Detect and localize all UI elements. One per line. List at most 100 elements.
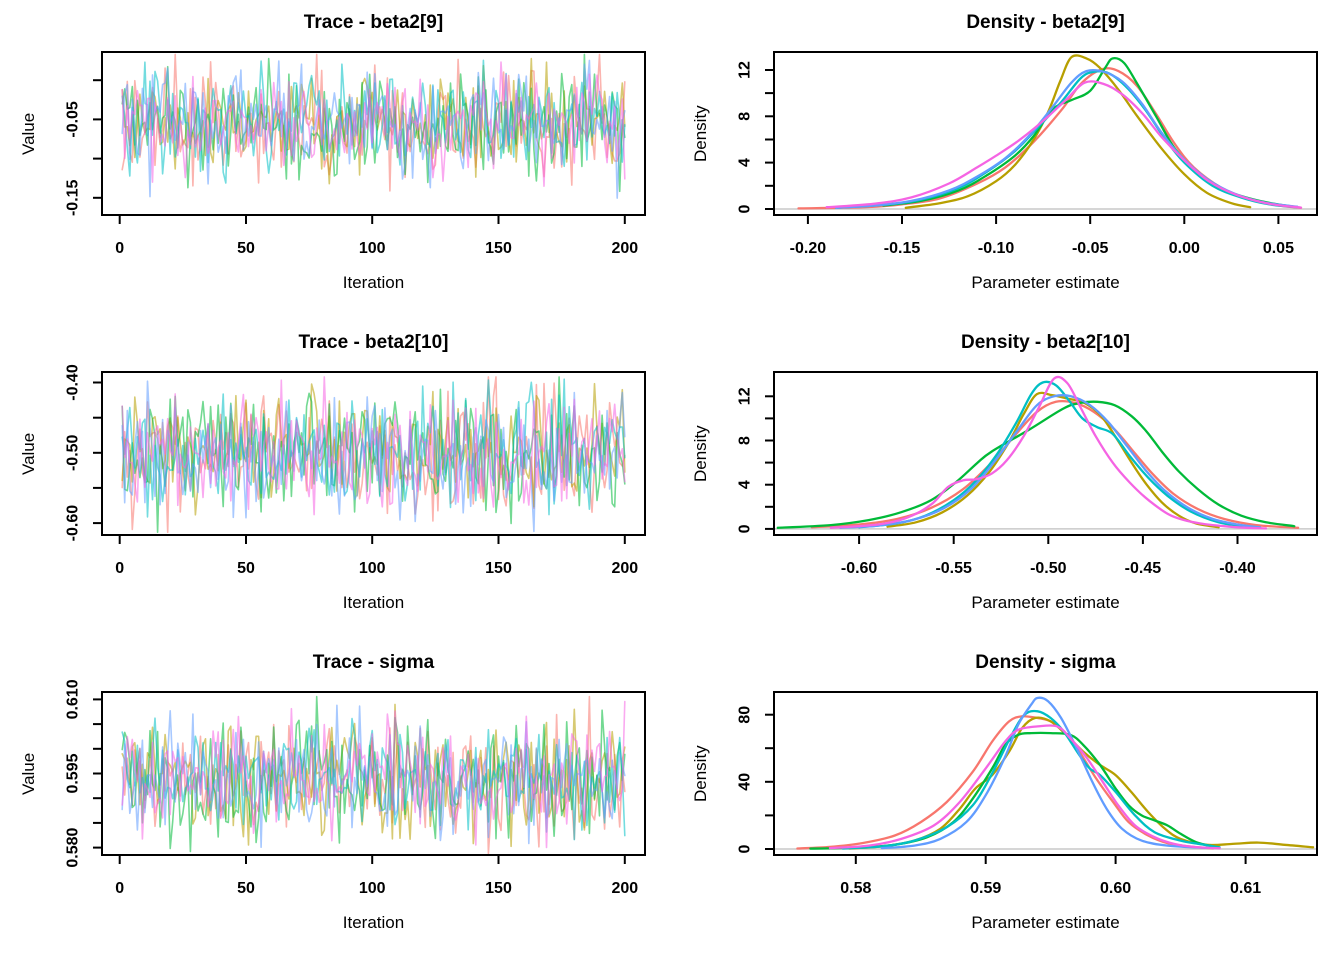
x-tick-label: 0 <box>115 560 124 577</box>
x-tick-label: 0.60 <box>1100 880 1131 897</box>
density-curve-chain-4 <box>834 69 1299 209</box>
plot-title: Trace - beta2[9] <box>303 12 444 33</box>
plot-box <box>773 691 1318 856</box>
y-tick-label: 4 <box>737 158 754 167</box>
density-curve-chain-6 <box>828 724 1221 850</box>
x-tick-label: -0.55 <box>935 560 972 577</box>
x-tick-label: -0.10 <box>978 240 1015 257</box>
plot-title: Trace - beta2[10] <box>298 332 449 353</box>
x-tick-label: -0.05 <box>1072 240 1109 257</box>
y-tick-label: 0.595 <box>65 753 82 793</box>
trace-line-chain-5 <box>121 380 626 533</box>
y-tick-label: -0.05 <box>65 101 82 138</box>
trace-plot-canvas: 0 50 100 150 200 0.610 0.595 0.580 <box>65 679 646 897</box>
y-tick-label: 0 <box>737 524 754 533</box>
x-tick-label: 200 <box>611 880 638 897</box>
x-tick-label: 0.58 <box>840 880 871 897</box>
x-tick-label: 50 <box>237 880 255 897</box>
y-tick-label: 12 <box>737 387 754 405</box>
y-tick-label: 4 <box>737 480 754 489</box>
x-axis-label: Iteration <box>342 913 405 932</box>
x-tick-label: 0.61 <box>1230 880 1261 897</box>
density-curve-chain-4 <box>857 380 1249 529</box>
y-tick-label: -0.40 <box>65 364 82 401</box>
trace-line-chain-5 <box>121 59 626 199</box>
x-tick-label: 100 <box>359 560 386 577</box>
y-tick-label: 40 <box>737 773 754 791</box>
x-axis-label: Iteration <box>342 273 405 292</box>
y-tick-label: 80 <box>737 706 754 724</box>
x-tick-label: 0.00 <box>1169 240 1200 257</box>
density-curve-chain-5 <box>834 68 1299 209</box>
x-tick-label: 50 <box>237 240 255 257</box>
trace-line-chain-6 <box>121 61 626 187</box>
y-tick-label: -0.60 <box>65 505 82 542</box>
trace-line-chain-6 <box>121 376 626 516</box>
panel-density-beta2-10: Density - beta2[10] Density -0.60 -0.55 -0… <box>672 320 1344 640</box>
density-curve-chain-2 <box>848 716 1315 850</box>
plot-box <box>101 691 646 856</box>
y-tick-label: -0.15 <box>65 179 82 216</box>
plot-title: Density - sigma <box>975 652 1116 673</box>
x-tick-label: 200 <box>611 560 638 577</box>
trace-line-chain-6 <box>121 700 626 849</box>
density-plot-canvas: -0.20 -0.15 -0.10 -0.05 0.00 0.05 0 4 8 12 <box>737 51 1318 257</box>
density-curve-chain-2 <box>904 54 1252 209</box>
trace-lines-group <box>121 695 626 855</box>
x-tick-label: -0.20 <box>790 240 827 257</box>
trace-lines-group <box>121 376 626 533</box>
density-curves-group <box>774 696 1317 850</box>
plot-box <box>773 371 1318 536</box>
y-tick-label: -0.50 <box>65 434 82 471</box>
x-tick-label: 200 <box>611 240 638 257</box>
y-tick-label: 0 <box>737 844 754 853</box>
x-axis-label: Parameter estimate <box>971 273 1120 292</box>
x-tick-label: -0.50 <box>1030 560 1067 577</box>
x-tick-label: 100 <box>359 240 386 257</box>
trace-plot-canvas: 0 50 100 150 200 -0.05 -0.15 <box>65 51 646 257</box>
panel-trace-sigma: Trace - sigma Value 0 50 100 150 200 0.610 0.5… <box>0 640 672 960</box>
plot-title: Density - beta2[9] <box>966 12 1125 33</box>
density-curves-group <box>774 375 1317 530</box>
x-tick-label: 150 <box>485 240 512 257</box>
trace-lines-group <box>121 53 626 199</box>
x-tick-label: 0.59 <box>970 880 1001 897</box>
density-curve-chain-4 <box>841 709 1221 850</box>
panel-density-sigma: Density - sigma Density 0.58 0.59 0.60 0.61… <box>672 640 1344 960</box>
x-tick-label: 150 <box>485 560 512 577</box>
x-axis-label: Parameter estimate <box>971 593 1120 612</box>
x-tick-label: 0 <box>115 880 124 897</box>
x-axis-label: Iteration <box>342 593 405 612</box>
y-tick-label: 12 <box>737 61 754 79</box>
trace-plot-canvas: 0 50 100 150 200 -0.40 -0.50 -0.60 <box>65 364 646 577</box>
density-curve-chain-6 <box>825 80 1303 209</box>
x-tick-label: 100 <box>359 880 386 897</box>
panel-trace-beta2-9: Trace - beta2[9] Value 0 50 100 150 200 -0.05… <box>0 0 672 320</box>
x-tick-label: 0.05 <box>1263 240 1294 257</box>
panel-density-beta2-9: Density - beta2[9] Density -0.20 -0.15 -0.… <box>672 0 1344 320</box>
x-tick-label: 0 <box>115 240 124 257</box>
x-axis-label: Parameter estimate <box>971 913 1120 932</box>
panel-trace-beta2-10: Trace - beta2[10] Value 0 50 100 150 200 -0.4… <box>0 320 672 640</box>
plot-title: Density - beta2[10] <box>961 332 1130 353</box>
y-tick-label: 8 <box>737 112 754 121</box>
x-tick-label: -0.15 <box>884 240 921 257</box>
plot-box <box>101 371 646 536</box>
y-tick-label: 0 <box>737 204 754 213</box>
y-tick-label: 8 <box>737 436 754 445</box>
plot-box <box>773 51 1318 216</box>
trace-line-chain-5 <box>121 704 626 848</box>
density-curve-chain-1 <box>797 67 1303 210</box>
density-plot-canvas: -0.60 -0.55 -0.50 -0.45 -0.40 0 4 8 12 <box>737 371 1318 577</box>
y-tick-label: 0.610 <box>65 679 82 719</box>
x-tick-label: -0.45 <box>1125 560 1162 577</box>
density-curve-chain-5 <box>880 696 1208 850</box>
x-tick-label: 50 <box>237 560 255 577</box>
x-tick-label: -0.40 <box>1219 560 1256 577</box>
y-tick-label: 0.580 <box>65 827 82 867</box>
plot-title: Trace - sigma <box>312 652 435 673</box>
density-plot-canvas: 0.58 0.59 0.60 0.61 0 40 80 <box>737 691 1318 897</box>
plot-box <box>101 51 646 216</box>
density-curve-chain-3 <box>776 400 1296 529</box>
